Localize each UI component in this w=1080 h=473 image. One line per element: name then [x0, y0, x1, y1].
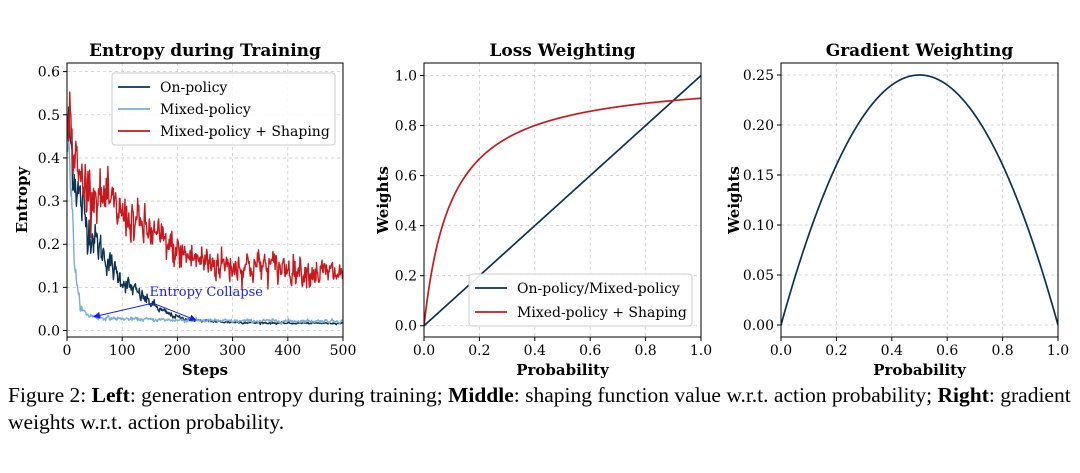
x-tick-label: 0 [63, 343, 72, 359]
figure-caption: Figure 2: Left: generation entropy durin… [8, 382, 1074, 436]
x-tick-label: 0.2 [825, 343, 847, 359]
x-tick-label: 200 [164, 343, 191, 359]
y-tick-label: 0.4 [38, 151, 60, 167]
y-tick-label: 0.1 [38, 280, 60, 296]
x-tick-label: 100 [109, 343, 136, 359]
y-tick-label: 0.10 [743, 218, 774, 234]
y-tick-label: 0.2 [38, 237, 60, 253]
x-tick-label: 0.4 [881, 343, 903, 359]
y-tick-label: 0.00 [743, 318, 774, 334]
caption-left-text: : generation entropy during training; [129, 383, 449, 407]
annotation-label: Entropy Collapse [150, 285, 264, 300]
legend-label: On-policy/Mixed-policy [517, 281, 680, 297]
x-tick-label: 400 [274, 343, 301, 359]
y-tick-label: 0.15 [743, 168, 774, 184]
series-line-0 [424, 74, 701, 327]
plot-frame [423, 62, 702, 338]
x-tick-label: 500 [330, 343, 357, 359]
caption-middle-label: Middle [448, 383, 514, 407]
x-tick-label: 1.0 [690, 343, 712, 359]
x-tick-label: 300 [219, 343, 246, 359]
caption-left-label: Left [91, 383, 130, 407]
legend-label: Mixed-policy + Shaping [160, 124, 330, 140]
x-tick-label: 0.8 [991, 343, 1013, 359]
legend-label: On-policy [160, 80, 227, 96]
y-tick-label: 0.2 [395, 269, 417, 285]
annotation-arrow [93, 302, 154, 319]
chart-title: Loss Weighting [489, 41, 635, 61]
y-tick-label: 0.25 [743, 68, 774, 84]
x-axis-label: Probability [873, 361, 967, 379]
y-tick-label: 0.6 [38, 65, 60, 81]
series-line-1 [424, 97, 701, 327]
plot-frame [66, 62, 344, 338]
x-tick-label: 0.0 [770, 343, 792, 359]
x-axis-label: Steps [182, 361, 228, 379]
y-tick-label: 0.4 [395, 219, 417, 235]
x-tick-label: 0.0 [413, 343, 435, 359]
series-line-2 [67, 91, 343, 291]
y-axis-label: Weights [374, 166, 392, 235]
caption-middle-text: : shaping function value w.r.t. action p… [513, 383, 938, 407]
plot-frame [780, 62, 1059, 338]
annotation-arrow [152, 302, 197, 322]
y-tick-label: 0.05 [743, 268, 774, 284]
chart-title: Entropy during Training [89, 41, 321, 61]
legend-box [468, 273, 693, 327]
caption-right-text: : gradient weights w.r.t. action probabi… [8, 383, 1071, 434]
y-tick-label: 0.8 [395, 119, 417, 135]
series-group [781, 74, 1058, 326]
x-tick-label: 0.8 [634, 343, 656, 359]
annotation-entropy-collapse: Entropy Collapse [93, 285, 264, 322]
y-tick-label: 0.0 [38, 324, 60, 340]
series-group [424, 74, 701, 327]
chart-loss: 0.0 0.2 0.4 0.6 0.8 1.0 0.0 0.2 0.4 0.6 0.8 1.0 Loss… [374, 41, 712, 379]
legend: On-policy/Mixed-policy Mixed-policy + Sha… [468, 273, 693, 327]
figure: 0 100 200 300 400 500 0.0 0.1 0.2 0.3 0.4 0.5 0.6 Ent… [13, 41, 1069, 379]
legend-label: Mixed-policy + Shaping [517, 305, 687, 321]
y-tick-label: 0.6 [395, 169, 417, 185]
x-tick-label: 0.6 [579, 343, 601, 359]
x-axis-label: Probability [516, 361, 610, 379]
x-tick-label: 0.6 [936, 343, 958, 359]
y-tick-label: 0.5 [38, 108, 60, 124]
series-group [67, 91, 343, 326]
series-line-0 [781, 74, 1058, 326]
chart-gradient: 0.0 0.2 0.4 0.6 0.8 1.0 0.00 0.05 0.10 0.15 0.20 0.… [725, 41, 1069, 379]
legend-label: Mixed-policy [160, 102, 251, 118]
x-tick-label: 0.4 [524, 343, 546, 359]
x-tick-label: 1.0 [1047, 343, 1069, 359]
x-tick-label: 0.2 [468, 343, 490, 359]
y-tick-label: 0.3 [38, 194, 60, 210]
y-tick-label: 0.0 [395, 319, 417, 335]
y-tick-label: 1.0 [395, 69, 417, 85]
legend: On-policy Mixed-policy Mixed-policy + Shap… [111, 72, 336, 146]
caption-right-label: Right [937, 383, 989, 407]
legend-box [111, 72, 336, 146]
y-axis-label: Entropy [13, 166, 31, 234]
caption-prefix: Figure 2: [8, 383, 92, 407]
chart-title: Gradient Weighting [826, 41, 1014, 61]
y-axis-label: Weights [725, 166, 743, 235]
series-line-1 [67, 140, 343, 325]
chart-entropy: 0 100 200 300 400 500 0.0 0.1 0.2 0.3 0.4 0.5 0.6 Ent… [13, 41, 356, 379]
y-tick-label: 0.20 [743, 118, 774, 134]
